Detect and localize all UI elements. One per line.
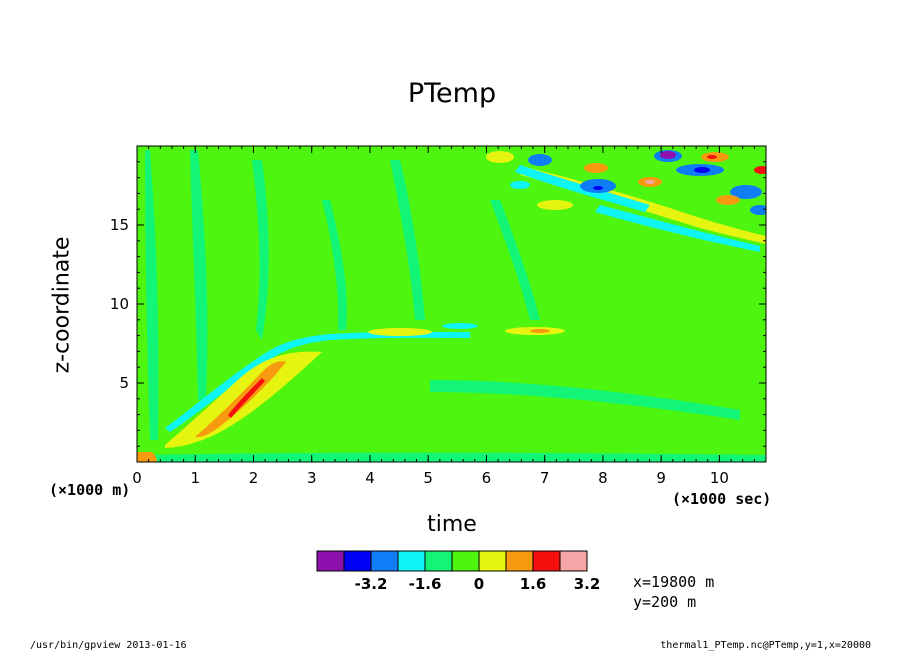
x-tick-label: 6 xyxy=(482,469,492,487)
footer-command: /usr/bin/gpview 2013-01-16 xyxy=(30,640,187,651)
colorbar-swatch xyxy=(532,550,561,572)
wave-patch-yellow xyxy=(537,200,573,210)
thermal-plume-red xyxy=(228,378,265,418)
wave-patch-pink xyxy=(645,180,655,184)
x-tick-label: 5 xyxy=(423,469,433,487)
colorbar-swatch xyxy=(505,550,534,572)
note-y-position: y=200 m xyxy=(633,593,697,611)
corner-warm-spot xyxy=(137,452,157,462)
y-tick-label: 15 xyxy=(110,216,129,234)
contour-streak xyxy=(322,200,347,330)
axes: 0 1 2 3 4 5 6 7 8 9 10 5 10 15 xyxy=(110,145,767,487)
contour-streak xyxy=(430,380,740,420)
wave-patch-blue xyxy=(750,205,766,215)
x-axis-label: time xyxy=(427,512,477,537)
wave-patch-purple xyxy=(660,151,676,159)
note-x-position: x=19800 m xyxy=(633,573,715,591)
colorbar-swatch xyxy=(559,550,588,572)
thermal-front-cyan xyxy=(165,331,470,432)
y-tick-label: 10 xyxy=(110,295,129,313)
wave-patch-blue xyxy=(730,185,762,199)
colorbar-swatch xyxy=(370,550,399,572)
x-tick-label: 4 xyxy=(365,469,375,487)
colorbar-swatch xyxy=(316,550,345,572)
contour-streak xyxy=(390,160,425,320)
wave-patch-navy xyxy=(593,186,603,190)
wave-patch-red xyxy=(707,155,717,159)
footer-source: thermal1_PTemp.nc@PTemp,y=1,x=20000 xyxy=(660,640,871,651)
colorbar-swatch xyxy=(478,550,507,572)
wave-patch-navy xyxy=(694,167,710,173)
wave-patch-cyan xyxy=(510,181,530,189)
contour-streak xyxy=(490,200,540,320)
colorbar-label: 1.6 xyxy=(520,575,547,593)
wave-patch-orange xyxy=(584,163,608,173)
wave-patch-orange xyxy=(716,195,740,205)
x-tick-label: 1 xyxy=(190,469,200,487)
colorbar-label: -3.2 xyxy=(355,575,388,593)
wave-patch-blue xyxy=(528,154,552,166)
x-unit-label: (×1000 sec) xyxy=(672,490,772,508)
y-tick-label: 5 xyxy=(119,374,129,392)
inversion-patch-cyan xyxy=(442,323,478,329)
wave-patch-yellow xyxy=(486,151,514,163)
contour-field xyxy=(137,146,766,462)
colorbar-swatch xyxy=(397,550,426,572)
x-tick-label: 9 xyxy=(656,469,666,487)
inversion-patch-yellow xyxy=(368,328,432,336)
wave-patch-red xyxy=(754,166,766,174)
chart-title: PTemp xyxy=(407,78,497,109)
colorbar: -3.2 -1.6 0 1.6 3.2 xyxy=(316,550,601,593)
colorbar-label: -1.6 xyxy=(409,575,442,593)
y-unit-label: (×1000 m) xyxy=(49,481,131,499)
x-tick-label: 8 xyxy=(598,469,608,487)
inversion-patch-orange xyxy=(530,329,550,333)
x-tick-label: 0 xyxy=(132,469,142,487)
colorbar-label: 0 xyxy=(474,575,484,593)
x-tick-label: 2 xyxy=(249,469,259,487)
colorbar-swatch xyxy=(424,550,453,572)
x-tick-label: 10 xyxy=(710,469,729,487)
colorbar-swatch xyxy=(343,550,372,572)
contour-streak xyxy=(140,452,766,462)
wave-band-cyan xyxy=(595,205,760,252)
contour-streak xyxy=(145,150,159,440)
colorbar-label: 3.2 xyxy=(574,575,601,593)
x-tick-label: 3 xyxy=(307,469,317,487)
contour-streak xyxy=(252,160,269,340)
colorbar-swatch xyxy=(451,550,480,572)
x-tick-label: 7 xyxy=(540,469,550,487)
contour-streak xyxy=(190,150,208,400)
